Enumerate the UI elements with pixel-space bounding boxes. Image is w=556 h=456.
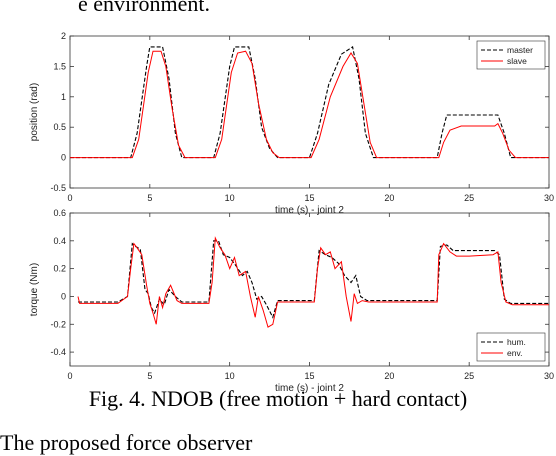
legend-label: env. bbox=[507, 348, 522, 358]
y-tick-label: 0.6 bbox=[53, 208, 66, 218]
y-tick-label: -0.5 bbox=[50, 183, 66, 193]
x-tick-label: 20 bbox=[384, 193, 394, 203]
x-axis-label: time (s) - joint 2 bbox=[275, 205, 344, 216]
x-tick-label: 5 bbox=[147, 193, 152, 203]
x-tick-label: 20 bbox=[384, 371, 394, 381]
x-tick-label: 15 bbox=[304, 371, 314, 381]
series-line-hum bbox=[78, 240, 549, 319]
x-tick-label: 10 bbox=[225, 371, 235, 381]
y-tick-label: 0 bbox=[61, 153, 66, 163]
x-tick-label: 30 bbox=[544, 193, 554, 203]
figure-caption: Fig. 4. NDOB (free motion + hard contact… bbox=[88, 386, 468, 411]
y-tick-label: 1.5 bbox=[53, 61, 66, 71]
x-tick-label: 10 bbox=[225, 193, 235, 203]
legend-box bbox=[476, 40, 546, 70]
y-tick-label: 0 bbox=[61, 291, 66, 301]
bottom-text-fragment: The proposed force observer bbox=[0, 430, 253, 455]
y-tick-label: 0.2 bbox=[53, 264, 66, 274]
x-tick-label: 5 bbox=[147, 371, 152, 381]
series-line-slave bbox=[70, 50, 549, 159]
y-tick-label: 0.5 bbox=[53, 122, 66, 132]
y-tick-label: 0.4 bbox=[53, 236, 66, 246]
x-axis-label: time (s) - joint 2 bbox=[275, 383, 344, 394]
x-tick-label: 25 bbox=[464, 371, 474, 381]
series-line-env bbox=[77, 236, 549, 328]
y-axis-label: torque (Nm) bbox=[29, 263, 40, 316]
y-tick-label: -0.2 bbox=[50, 319, 66, 329]
series-line-master bbox=[70, 45, 549, 159]
y-tick-label: 1 bbox=[61, 92, 66, 102]
top-text-fragment: e environment. bbox=[78, 0, 210, 16]
y-tick-label: 2 bbox=[61, 31, 66, 41]
y-tick-label: -0.4 bbox=[50, 347, 66, 357]
x-tick-label: 25 bbox=[464, 193, 474, 203]
legend-label: slave bbox=[507, 56, 527, 66]
x-tick-label: 30 bbox=[544, 371, 554, 381]
x-tick-label: 15 bbox=[304, 193, 314, 203]
y-axis-label: position (rad) bbox=[29, 83, 40, 141]
x-tick-label: 0 bbox=[67, 371, 72, 381]
legend-label: master bbox=[507, 45, 533, 55]
torque-plot: 0 5 10 15 20 25 30 -0.4 -0.2 0 0.2 0.4 0.6 time (s) -… bbox=[29, 208, 554, 394]
x-tick-label: 0 bbox=[67, 193, 72, 203]
legend-box bbox=[476, 332, 546, 362]
legend-label: hum. bbox=[507, 337, 526, 347]
